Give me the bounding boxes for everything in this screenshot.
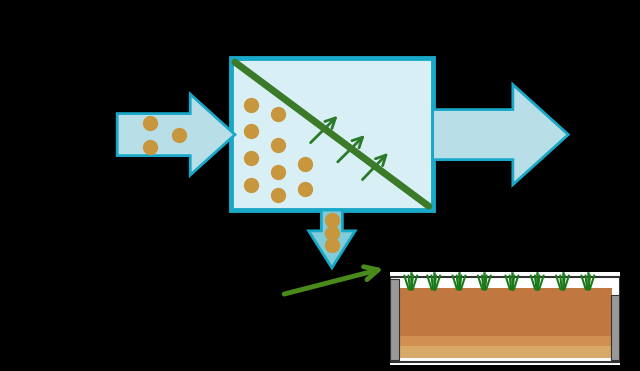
Point <box>245 155 255 161</box>
Point <box>300 186 310 192</box>
FancyBboxPatch shape <box>231 58 433 210</box>
Point <box>174 132 184 138</box>
FancyBboxPatch shape <box>611 295 620 360</box>
Point <box>327 242 337 248</box>
Point <box>273 168 283 174</box>
FancyBboxPatch shape <box>398 288 612 337</box>
Point <box>145 120 155 126</box>
Point <box>245 183 255 188</box>
Point <box>327 230 337 236</box>
Point <box>245 102 255 108</box>
Polygon shape <box>433 85 568 185</box>
Point <box>245 128 255 134</box>
Point <box>300 161 310 167</box>
Point <box>273 192 283 198</box>
FancyBboxPatch shape <box>389 271 621 366</box>
Point <box>327 217 337 223</box>
Point <box>273 142 283 148</box>
FancyBboxPatch shape <box>398 347 612 358</box>
Point <box>145 144 155 150</box>
Polygon shape <box>308 210 355 268</box>
FancyBboxPatch shape <box>390 279 399 360</box>
FancyBboxPatch shape <box>398 336 612 348</box>
Polygon shape <box>117 94 235 175</box>
Point <box>273 111 283 117</box>
